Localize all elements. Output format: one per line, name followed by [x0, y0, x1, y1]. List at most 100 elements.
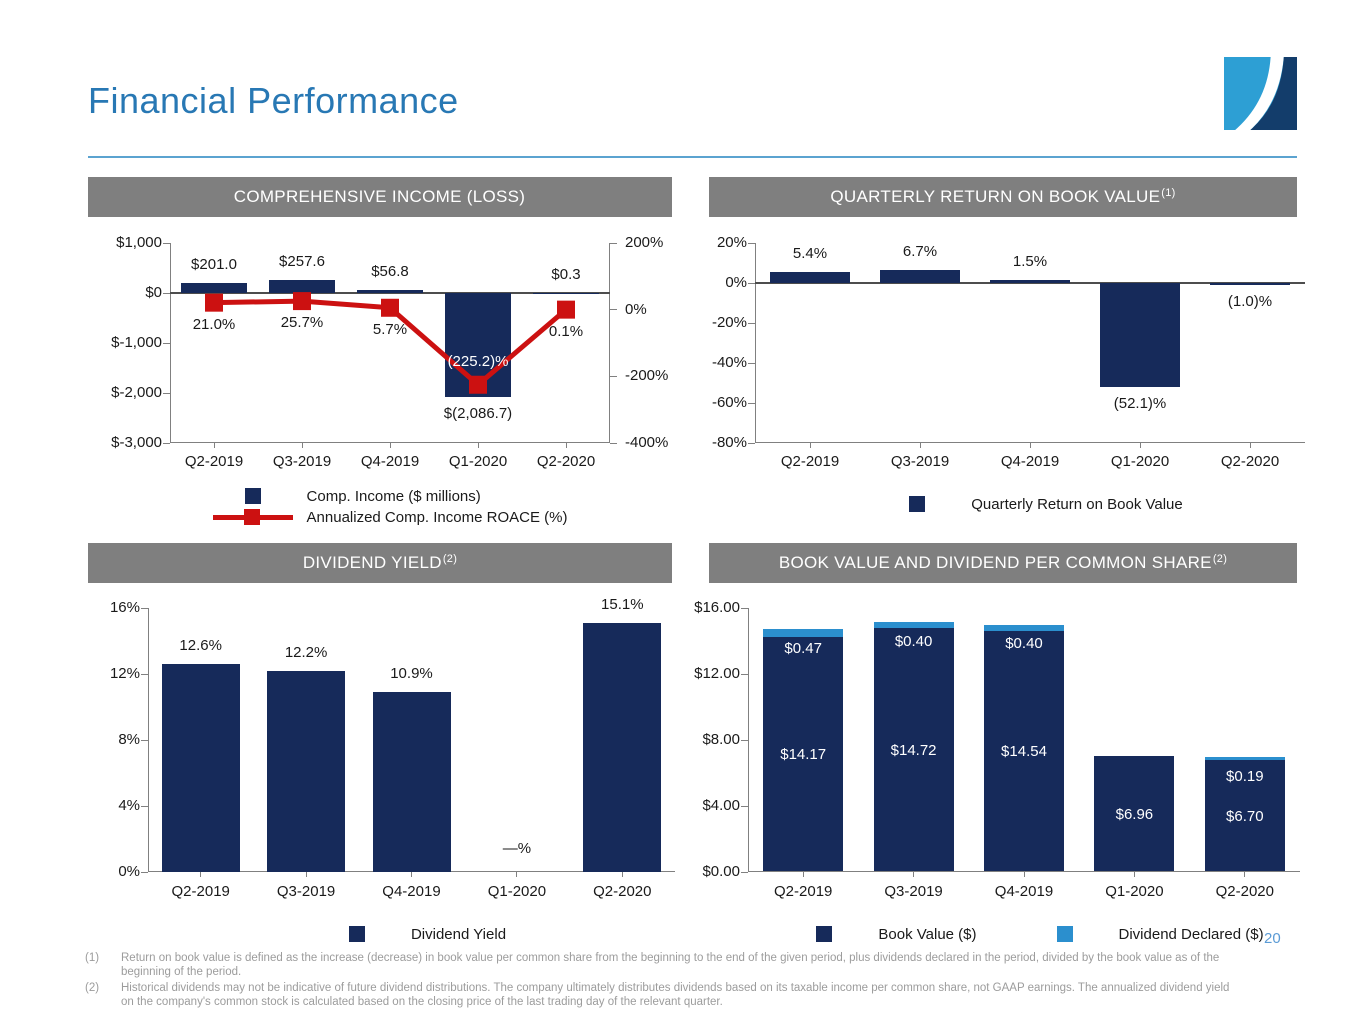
x-category-label: Q1-2020 — [1105, 883, 1164, 900]
footnote-2: (2) Historical dividends may not be indi… — [85, 981, 1230, 1009]
secondary-y-axis-line — [609, 243, 610, 443]
x-tick-mark — [200, 872, 202, 877]
line-marker-icon — [557, 300, 575, 319]
x-axis-line — [170, 442, 610, 443]
legend-icon-cell — [317, 925, 397, 943]
chart-title-footnote-ref: (1) — [1161, 187, 1176, 199]
x-tick-mark — [802, 872, 804, 877]
x-category-label: Q3-2019 — [276, 883, 336, 900]
y-tick-label: $0.00 — [702, 863, 740, 880]
x-category-label: Q1-2020 — [487, 883, 547, 900]
legend-square-icon — [909, 496, 926, 512]
y-tick-label: $-2,000 — [111, 384, 162, 401]
y-tick-label: 4% — [118, 797, 140, 814]
x-category-label: Q2-2020 — [1215, 883, 1274, 900]
y-tick-label: $1,000 — [116, 234, 162, 251]
legend-entry: Annualized Comp. Income ROACE (%) — [212, 508, 568, 526]
y-tick-label: 12% — [109, 665, 140, 682]
secondary-y-tick-label: 0% — [625, 300, 647, 318]
chart-plot-book-value-dividend: $16.00 $12.00 $8.00 $4.00 $0.00 Q2-2019 Q3-201… — [694, 599, 1300, 900]
chart-title-banner: QUARTERLY RETURN ON BOOK VALUE (1) — [709, 177, 1297, 217]
bar — [1210, 283, 1290, 285]
bar — [990, 280, 1070, 283]
secondary-y-tick-mark — [610, 442, 617, 444]
panel-comprehensive-income: COMPREHENSIVE INCOME (LOSS) $1,000 $0 $-1,… — [88, 177, 700, 543]
line-label: 5.7% — [372, 320, 408, 338]
y-tick-label: -20% — [711, 314, 747, 331]
x-category-label: Q4-2019 — [382, 883, 441, 900]
legend-square-icon — [348, 926, 365, 942]
secondary-y-tick-mark — [610, 242, 617, 244]
x-tick-mark — [301, 443, 303, 448]
x-category-label: Q2-2020 — [593, 883, 652, 900]
bar-label-dividend: $0.47 — [784, 640, 822, 658]
legend-book-value-dividend: Book Value ($) Dividend Declared ($) — [748, 925, 1300, 943]
chart-title-banner: DIVIDEND YIELD (2) — [88, 543, 672, 583]
legend-square-icon — [244, 488, 261, 504]
y-tick-mark — [748, 402, 755, 404]
y-tick-mark — [141, 871, 148, 873]
line-marker-icon — [469, 375, 487, 394]
secondary-y-tick-mark — [610, 375, 617, 377]
chart-plot-quarterly-return: 20% 0% -20% -40% -60% -80% Q2-2019 Q3-2019 Q4-20… — [712, 234, 1305, 470]
legend-items: Quarterly Return on Book Value — [877, 495, 1183, 513]
chart-plot-dividend-yield: 16% 12% 8% 4% 0% Q2-2019 Q3-2019 Q4-2019 Q1-2020… — [110, 596, 675, 900]
y-tick-mark — [741, 673, 748, 675]
x-tick-mark — [477, 443, 479, 448]
bar-label: $(2,086.7) — [443, 405, 513, 423]
x-category-label: Q3-2019 — [890, 453, 950, 470]
x-category-label: Q4-2019 — [994, 883, 1054, 900]
line-label: 21.0% — [192, 315, 236, 333]
chart-title: BOOK VALUE AND DIVIDEND PER COMMON SHARE — [778, 553, 1212, 572]
legend-items: Dividend Yield — [317, 925, 506, 943]
legend-entry: Dividend Yield — [317, 925, 506, 943]
x-tick-mark — [516, 872, 518, 877]
bar-label: 12.6% — [179, 637, 222, 655]
bar-label-dividend: $0.19 — [1226, 768, 1264, 786]
y-tick-mark — [163, 242, 170, 244]
chart-title-banner: COMPREHENSIVE INCOME (LOSS) — [88, 177, 672, 217]
bar — [880, 269, 960, 283]
chart-title: COMPREHENSIVE INCOME (LOSS) — [233, 187, 526, 206]
x-tick-mark — [1249, 443, 1251, 448]
x-axis-line — [748, 871, 1300, 872]
bar-label: $56.8 — [371, 263, 409, 281]
legend-line-marker-icon — [243, 509, 260, 525]
legend-label: Comp. Income ($ millions) — [306, 487, 481, 505]
x-tick-mark — [389, 443, 391, 448]
y-tick-mark — [741, 739, 748, 741]
legend-label: Annualized Comp. Income ROACE (%) — [306, 508, 568, 526]
panel-quarterly-return: QUARTERLY RETURN ON BOOK VALUE (1) 20% 0% -… — [709, 177, 1365, 543]
x-tick-mark — [913, 872, 915, 877]
title-divider — [88, 156, 1297, 158]
bar-label-book-value: $6.96 — [1115, 805, 1154, 823]
bar — [269, 280, 335, 293]
bar-book-value — [1204, 760, 1285, 871]
page-title: Financial Performance — [88, 80, 459, 121]
x-tick-mark — [305, 872, 307, 877]
y-tick-label: $16.00 — [694, 599, 740, 616]
secondary-y-tick-label: -200% — [625, 367, 669, 385]
bar-label: (52.1)% — [1113, 395, 1167, 413]
x-tick-mark — [1139, 443, 1141, 448]
secondary-y-tick-label: -400% — [625, 434, 669, 451]
bar — [357, 290, 423, 293]
legend-items: Comp. Income ($ millions) Annualized Comp… — [212, 487, 568, 526]
x-category-label: Q1-2020 — [448, 453, 508, 470]
x-category-label: Q4-2019 — [360, 453, 420, 470]
y-tick-mark — [163, 342, 170, 344]
legend-entry: Dividend Declared ($) — [1025, 925, 1264, 943]
bar-book-value — [873, 628, 954, 871]
bar-dividend-declared — [984, 624, 1064, 632]
chart-title: DIVIDEND YIELD — [302, 553, 442, 572]
y-tick-mark — [163, 442, 170, 444]
legend-square-icon — [1056, 926, 1073, 942]
x-tick-mark — [213, 443, 215, 448]
x-category-label: Q2-2020 — [1220, 453, 1280, 470]
legend-icon-cell — [212, 508, 293, 526]
y-tick-label: 16% — [109, 599, 140, 616]
line-label: (225.2)% — [447, 352, 509, 370]
footnote-text: Historical dividends may not be indicati… — [121, 982, 1230, 1008]
bar-dividend-declared — [873, 621, 954, 629]
